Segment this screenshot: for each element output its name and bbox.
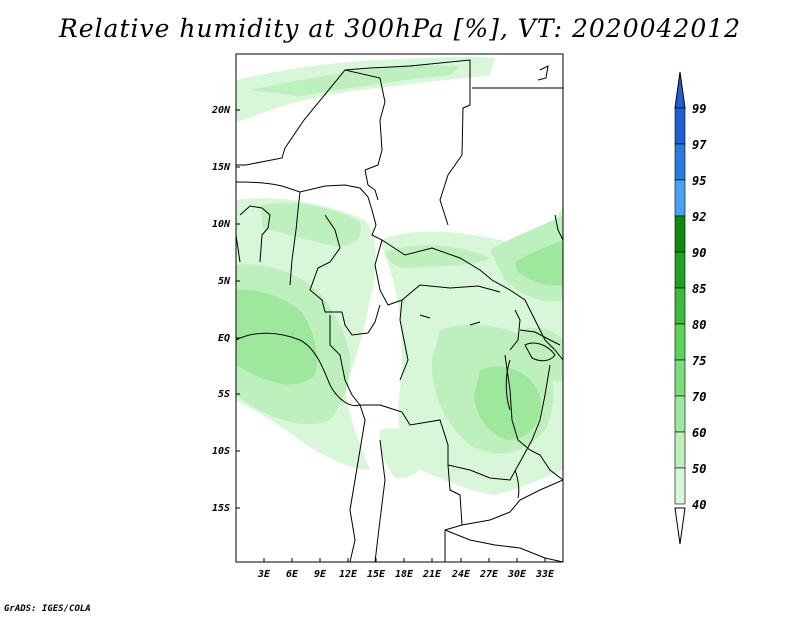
colorbar-swatch <box>674 287 686 325</box>
colorbar-label: 90 <box>692 246 706 260</box>
lat-axis: 20N 15N 10N 5N EQ 5S 10S 15S <box>211 105 240 514</box>
colorbar: 99 97 95 92 90 85 80 75 70 60 50 40 <box>674 71 707 545</box>
colorbar-swatch <box>674 179 686 217</box>
grads-credit: GrADS: IGES/COLA <box>4 604 91 614</box>
colorbar-label: 85 <box>692 282 706 296</box>
colorbar-label: 40 <box>692 498 706 512</box>
humidity-shading <box>236 56 563 495</box>
lon-label: 15E <box>367 569 386 580</box>
colorbar-label: 80 <box>692 318 706 332</box>
lon-label: 12E <box>339 569 358 580</box>
lon-axis: 3E 6E 9E 12E 15E 18E 21E 24E 27E 30E 33E <box>257 558 555 580</box>
lat-label: EQ <box>218 333 230 344</box>
colorbar-label: 97 <box>692 138 707 152</box>
colorbar-label: 70 <box>692 390 706 404</box>
colorbar-swatch <box>674 467 686 505</box>
lon-label: 30E <box>507 569 527 580</box>
lat-label: 10N <box>212 219 231 230</box>
lon-label: 27E <box>479 569 499 580</box>
lat-label: 5S <box>218 389 230 400</box>
colorbar-label: 60 <box>692 426 706 440</box>
colorbar-swatch <box>674 395 686 433</box>
lon-label: 6E <box>286 569 299 580</box>
map-title: Relative humidity at 300hPa [%], VT: 202… <box>58 14 742 43</box>
colorbar-bottom-arrow <box>674 507 686 545</box>
colorbar-top-arrow <box>674 71 686 109</box>
lat-label: 15S <box>212 503 230 514</box>
lon-label: 9E <box>314 569 327 580</box>
lon-label: 24E <box>451 569 471 580</box>
colorbar-label: 50 <box>692 462 706 476</box>
colorbar-swatch <box>674 323 686 361</box>
lat-label: 20N <box>211 105 231 116</box>
lon-label: 33E <box>535 569 555 580</box>
lon-label: 21E <box>422 569 442 580</box>
colorbar-label: 99 <box>692 102 706 116</box>
lat-label: 5N <box>218 276 231 287</box>
map-frame <box>235 53 564 563</box>
lat-label: 15N <box>212 162 231 173</box>
colorbar-label: 95 <box>692 174 706 188</box>
colorbar-label: 92 <box>692 210 706 224</box>
country-borders <box>236 59 563 562</box>
colorbar-swatch <box>674 431 686 469</box>
colorbar-swatch <box>674 143 686 181</box>
colorbar-swatch <box>674 359 686 397</box>
colorbar-swatch <box>674 251 686 289</box>
lon-label: 18E <box>395 569 414 580</box>
lon-label: 3E <box>257 569 271 580</box>
colorbar-label: 75 <box>692 354 706 368</box>
lat-label: 10S <box>212 446 230 457</box>
colorbar-swatch <box>674 215 686 253</box>
colorbar-swatch <box>674 107 686 145</box>
